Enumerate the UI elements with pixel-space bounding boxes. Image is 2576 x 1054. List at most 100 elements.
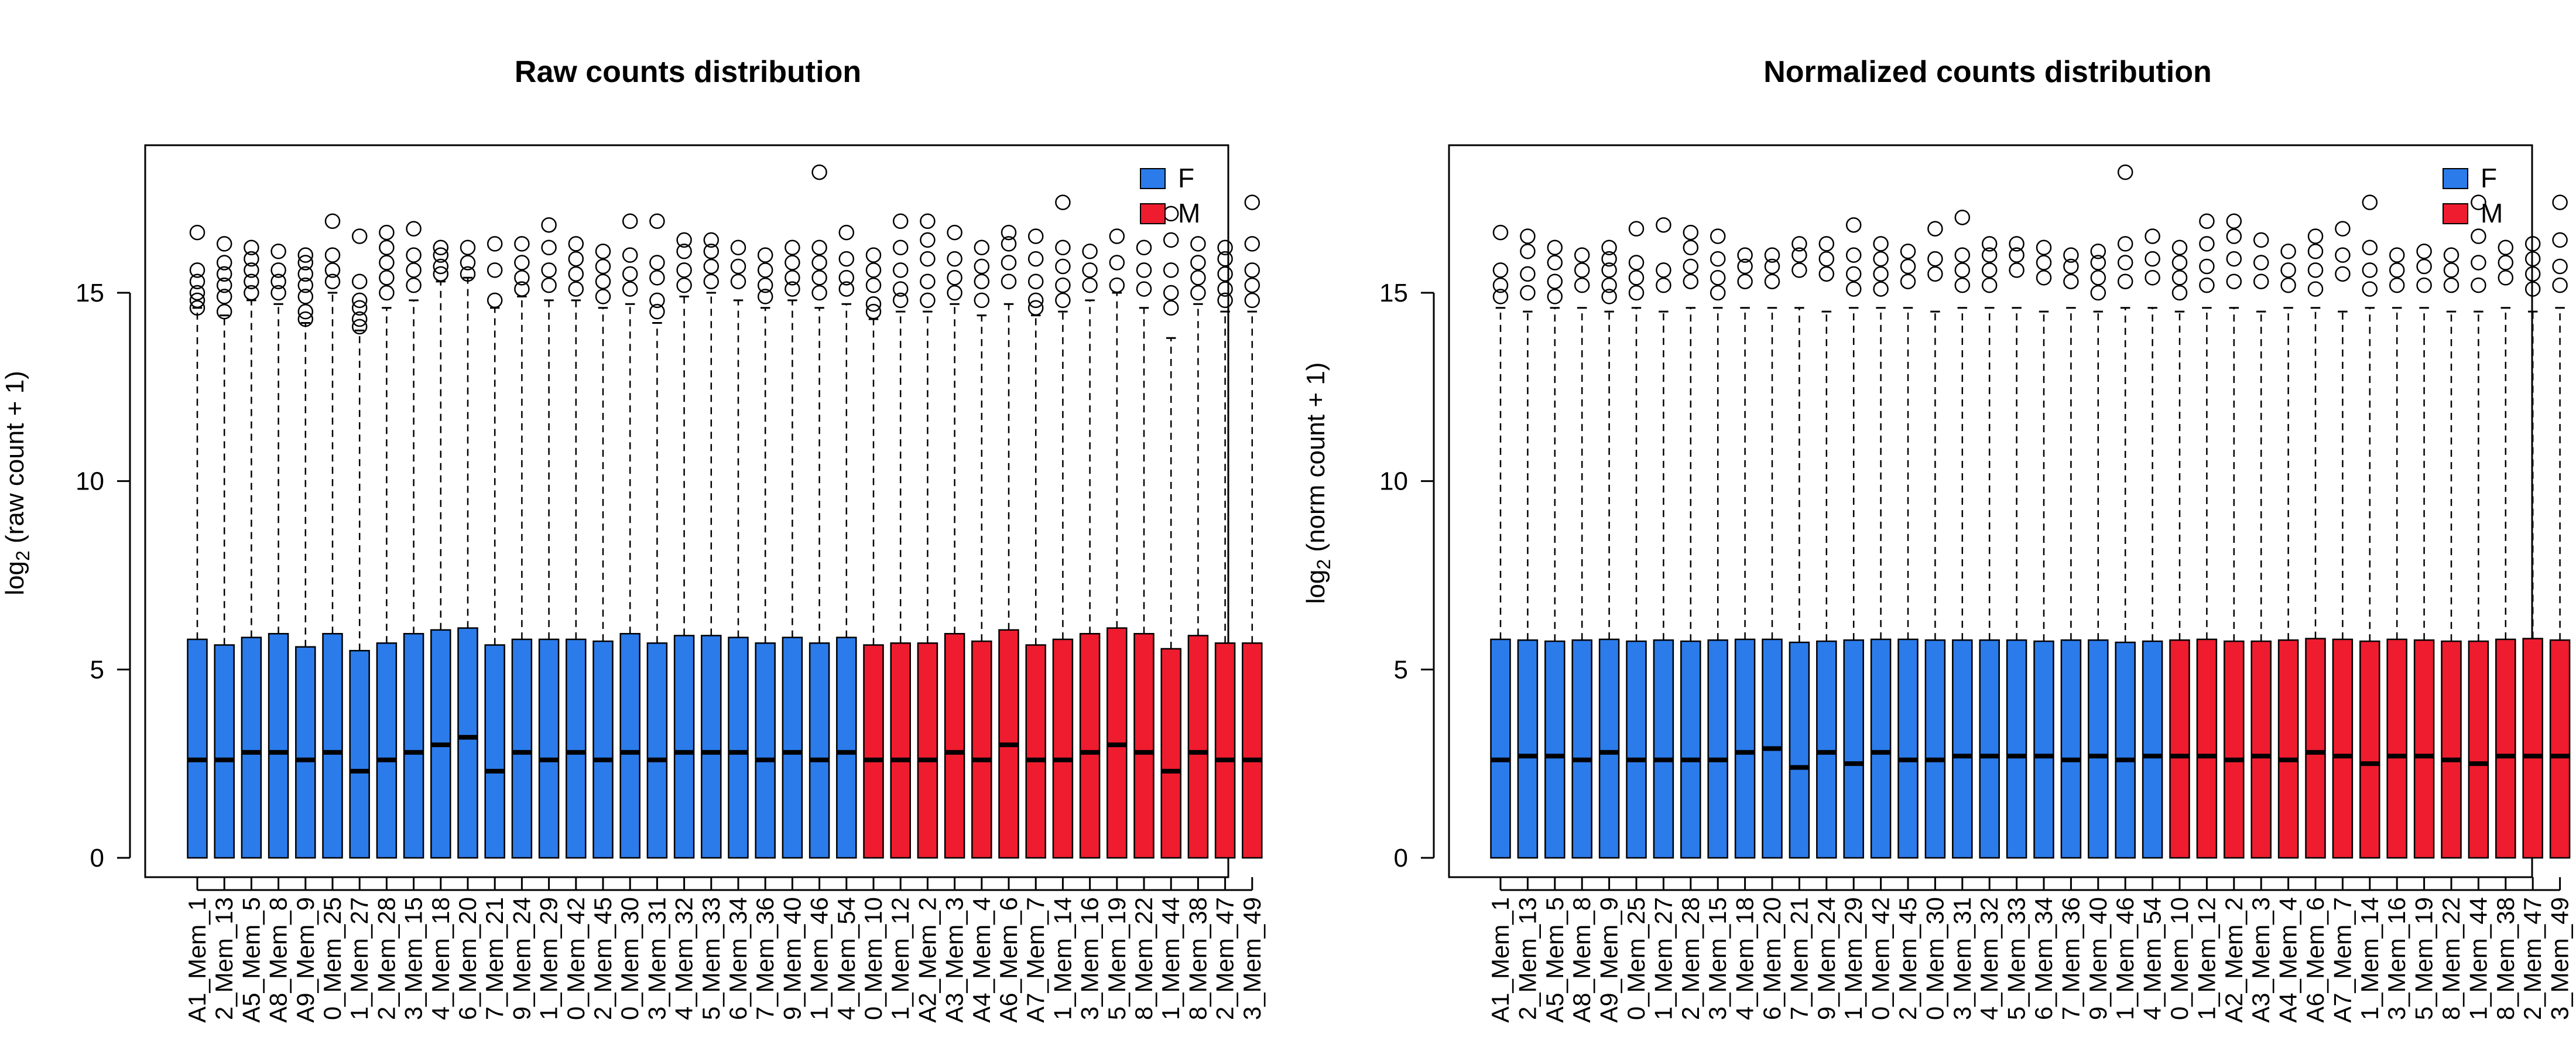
- box-2_Mem_45: 2_Mem_45: [1894, 243, 1921, 1020]
- outlier-point: [1109, 277, 1125, 293]
- outlier-point: [676, 232, 692, 248]
- outlier-point: [460, 255, 476, 271]
- x-tick-label: A7_Mem_7: [2328, 897, 2356, 1023]
- outlier-point: [2416, 243, 2432, 259]
- y-axis-label-rest: (norm count + 1): [1301, 362, 1330, 559]
- outlier-point: [622, 213, 638, 230]
- box-6_Mem_20: 6_Mem_20: [1758, 247, 1786, 1020]
- outlier-point: [757, 247, 773, 263]
- x-tick-label: A1_Mem_1: [183, 897, 211, 1023]
- outlier-point: [2117, 164, 2133, 180]
- box-1_Mem_29: 1_Mem_29: [1839, 217, 1867, 1020]
- outlier-point: [568, 281, 584, 297]
- outlier-point: [892, 281, 909, 297]
- x-tick-label: 4_Mem_18: [1731, 897, 1759, 1020]
- outlier-point: [244, 273, 259, 289]
- outlier-point: [1683, 239, 1699, 256]
- box-A9_Mem_9: A9_Mem_9: [292, 247, 319, 1023]
- x-tick-label: 3_Mem_31: [1948, 897, 1976, 1020]
- x-tick-label: A9_Mem_9: [1595, 897, 1623, 1023]
- outlier-point: [1244, 277, 1260, 293]
- box-body: [1544, 640, 1566, 859]
- box-body: [268, 632, 289, 859]
- outlier-point: [216, 266, 232, 282]
- outlier-point: [1163, 262, 1179, 278]
- outlier-point: [757, 277, 773, 293]
- outlier-point: [785, 255, 800, 271]
- box-body: [2413, 639, 2435, 859]
- outlier-point: [2335, 247, 2351, 263]
- box-body: [2522, 638, 2543, 859]
- box-A5_Mem_5: A5_Mem_5: [237, 239, 265, 1023]
- box-0_Mem_30: 0_Mem_30: [616, 213, 643, 1020]
- x-tick-label: A6_Mem_6: [995, 897, 1022, 1023]
- box-body: [349, 649, 370, 859]
- outlier-point: [2226, 251, 2242, 267]
- outlier-point: [595, 243, 611, 259]
- box-body: [592, 640, 614, 859]
- box-A2_Mem_2: A2_Mem_2: [2220, 213, 2248, 1023]
- box-body: [538, 638, 560, 859]
- outlier-point: [1764, 258, 1780, 275]
- outlier-point: [1954, 247, 1971, 263]
- box-4_Mem_32: 4_Mem_32: [1975, 236, 2003, 1020]
- box-body: [1870, 638, 1892, 859]
- outlier-point: [2280, 243, 2296, 259]
- outlier-point: [351, 292, 368, 309]
- outlier-point: [2335, 221, 2351, 237]
- outlier-point: [2145, 228, 2160, 244]
- outlier-point: [1601, 251, 1617, 267]
- outlier-point: [920, 273, 936, 289]
- outlier-point: [892, 292, 909, 309]
- box-body: [2060, 639, 2082, 859]
- box-body: [2033, 640, 2054, 859]
- y-axis-label: log2 (norm count + 1): [1301, 362, 1334, 604]
- outlier-point: [2307, 262, 2324, 278]
- box-5_Mem_33: 5_Mem_33: [2003, 236, 2030, 1020]
- x-tick-label: 7_Mem_21: [481, 897, 508, 1020]
- outlier-point: [2063, 247, 2079, 263]
- outlier-point: [351, 300, 368, 316]
- y-axis-label: log2 (raw count + 1): [1, 371, 33, 595]
- outlier-point: [1683, 273, 1699, 289]
- outlier-point: [2471, 228, 2486, 244]
- outlier-point: [703, 232, 720, 248]
- outlier-point: [703, 273, 720, 289]
- outlier-point: [568, 251, 584, 267]
- outlier-point: [811, 239, 827, 256]
- box-1_Mem_46: 1_Mem_46: [806, 164, 833, 1020]
- outlier-point: [487, 236, 503, 252]
- x-tick-label: 9_Mem_24: [508, 897, 535, 1020]
- x-tick-label: 4_Mem_54: [2139, 897, 2166, 1020]
- outlier-point: [1027, 228, 1044, 244]
- x-tick-label: 1_Mem_12: [886, 897, 914, 1020]
- outlier-point: [974, 273, 990, 289]
- x-tick-label: 2_Mem_45: [589, 897, 616, 1020]
- outlier-point: [947, 285, 962, 301]
- x-tick-label: 1_Mem_44: [1157, 897, 1184, 1020]
- x-tick-label: 9_Mem_24: [1813, 897, 1840, 1020]
- box-body: [1734, 638, 1756, 859]
- outlier-point: [1900, 243, 1916, 259]
- outlier-point: [785, 270, 800, 286]
- x-tick-label: A3_Mem_3: [2247, 897, 2274, 1023]
- outlier-point: [2524, 281, 2541, 297]
- outlier-point: [487, 262, 503, 278]
- outlier-point: [2498, 270, 2514, 286]
- outlier-point: [1027, 273, 1044, 289]
- x-tick-label: A4_Mem_4: [968, 897, 995, 1023]
- outlier-point: [2389, 277, 2405, 293]
- outlier-point: [1981, 247, 1998, 263]
- x-tick-label: 9_Mem_40: [2084, 897, 2112, 1020]
- outlier-point: [1027, 251, 1044, 267]
- outlier-point: [1136, 281, 1152, 297]
- x-tick-label: 0_Mem_42: [562, 897, 590, 1020]
- outlier-point: [2253, 255, 2269, 271]
- y-tick-label: 0: [90, 844, 104, 872]
- box-A6_Mem_6: A6_Mem_6: [995, 224, 1022, 1023]
- outlier-point: [757, 262, 773, 278]
- box-body: [1707, 639, 1728, 859]
- outlier-point: [2471, 255, 2486, 271]
- outlier-point: [2117, 255, 2133, 271]
- outlier-point: [1818, 251, 1835, 267]
